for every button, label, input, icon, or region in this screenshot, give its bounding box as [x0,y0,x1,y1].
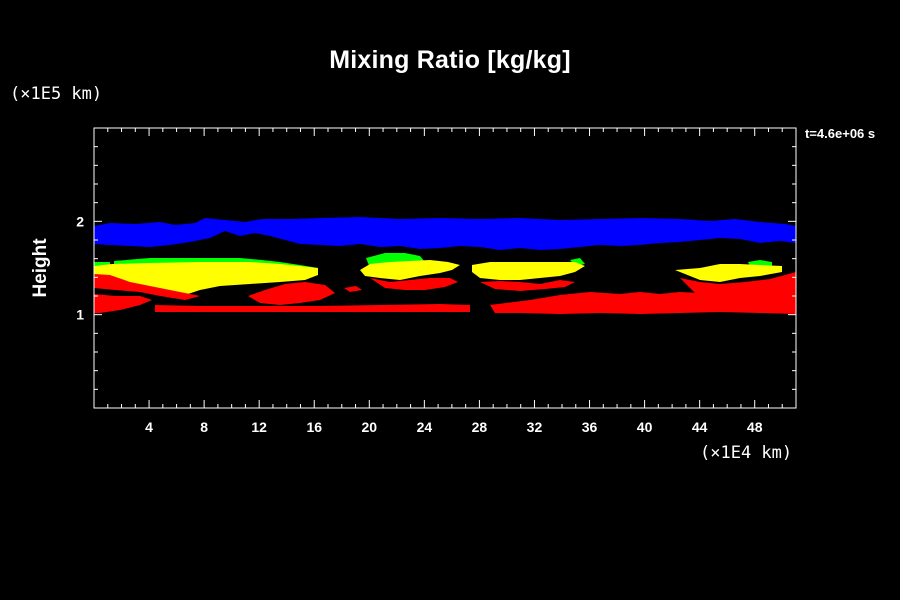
x-tick-label: 44 [692,419,708,435]
red-region-5 [370,278,458,290]
x-tick-label: 24 [417,419,433,435]
x-tick-label: 32 [527,419,543,435]
x-axis-unit: (×1E4 km) [700,443,793,463]
x-tick-label: 48 [747,419,763,435]
plot-frame [93,127,797,409]
x-tick-label: 20 [362,419,378,435]
chart-title: Mixing Ratio [kg/kg] [329,46,571,74]
red-region-4 [155,304,470,312]
y-tick-label: 1 [76,307,84,323]
y-tick-label: 2 [76,213,84,229]
x-tick-label: 4 [145,419,153,435]
yellow-region-3 [472,262,585,280]
yellow-region-2 [360,260,460,280]
x-tick-label: 8 [200,419,208,435]
red-region-7 [490,274,796,314]
red-region-3 [248,282,335,305]
blue-cloud-region [94,217,796,250]
x-tick-label: 28 [472,419,488,435]
x-tick-label: 36 [582,419,598,435]
red-region-8 [680,272,796,298]
x-tick-label: 40 [637,419,653,435]
red-region-2 [94,294,152,313]
mixing-ratio-field [94,217,796,314]
green-region-4 [748,260,772,266]
red-region-9 [344,286,362,292]
yellow-region-4 [675,264,782,282]
x-tick-label: 16 [306,419,322,435]
time-annotation: t=4.6e+06 s [805,126,876,141]
red-region-1 [94,274,200,300]
red-region-6 [480,280,575,291]
x-tick-label: 12 [251,419,267,435]
y-axis-unit: (×1E5 km) [10,84,103,104]
